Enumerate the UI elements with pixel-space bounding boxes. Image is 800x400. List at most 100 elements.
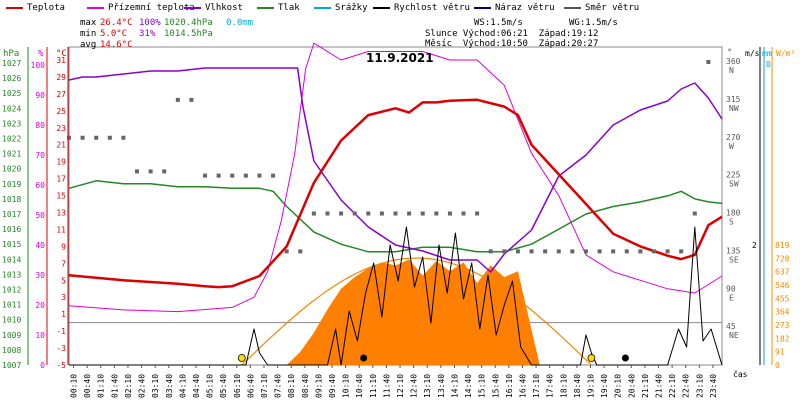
pressure-tick-label: 1008 (2, 346, 21, 355)
direction-tick-value: 135 (726, 246, 741, 255)
pressure-tick-label: 1015 (2, 240, 21, 249)
pressure-tick-label: 1026 (2, 74, 21, 83)
time-tick-label: 06:10 (233, 374, 242, 398)
wind-direction-mark (162, 169, 167, 174)
direction-tick-label: N (729, 66, 734, 75)
time-tick-label: 23:40 (709, 374, 718, 398)
stats-rain: 0.0mm (226, 18, 254, 28)
direction-tick-value: 270 (726, 133, 741, 142)
time-tick-label: 17:40 (546, 374, 555, 398)
legend-smer-vetru: Směr větru (564, 3, 639, 13)
wind-direction-mark (706, 60, 711, 64)
humidity-tick-label: 100 (31, 61, 46, 70)
direction-axis-label: ° (727, 48, 732, 58)
rain-axis-label: mm (762, 49, 772, 58)
wind-direction-mark (257, 173, 262, 178)
solar-tick-label: 182 (775, 334, 790, 343)
time-tick-label: 02:40 (138, 374, 147, 398)
legend-teplota: Teplota (6, 3, 65, 13)
pressure-tick-label: 1020 (2, 165, 21, 174)
x-axis-label: čas (733, 369, 748, 379)
temperature-tick-label: 21 (56, 141, 66, 150)
time-tick-label: 08:10 (287, 374, 296, 398)
humidity-tick-label: 70 (35, 151, 45, 160)
wind-direction-mark (502, 249, 507, 254)
temperature-tick-label: 29 (56, 73, 66, 82)
wind-direction-mark (583, 249, 588, 254)
stats-temp: 26.4°C 5.0°C 14.6°C (100, 18, 133, 50)
wind-direction-mark (556, 249, 561, 254)
legend-prizemni-teplota: Přízemní teplota (87, 3, 195, 13)
moonrise-marker (360, 354, 368, 362)
temperature-tick-label: 1 (61, 310, 66, 319)
wind-direction-mark (597, 249, 602, 254)
legend-tlak: Tlak (257, 3, 300, 13)
humidity-tick-label: 20 (35, 301, 45, 310)
solar-tick-label: 637 (775, 268, 790, 277)
solar-tick-label: 273 (775, 321, 790, 330)
temperature-axis-label: °C (56, 49, 67, 59)
temperature-tick-label: 31 (56, 56, 66, 65)
time-tick-label: 13:40 (437, 374, 446, 398)
pressure-tick-label: 1019 (2, 180, 21, 189)
wind-direction-mark (515, 249, 520, 254)
wind-direction-mark (679, 249, 684, 254)
temperature-tick-label: 25 (56, 107, 66, 116)
wind-direction-mark (148, 169, 153, 174)
wind-direction-mark (339, 211, 344, 216)
direction-tick-label: SW (729, 180, 739, 189)
pressure-tick-label: 1009 (2, 331, 21, 340)
humidity-tick-label: 10 (35, 331, 45, 340)
solar-axis-label: W/m² (776, 49, 795, 58)
humidity-tick-label: 30 (35, 271, 45, 280)
time-tick-label: 15:40 (491, 374, 500, 398)
wind-direction-mark (611, 249, 616, 254)
wind-direction-mark (366, 211, 371, 216)
time-tick-label: 23:10 (695, 374, 704, 398)
time-tick-label: 04:10 (178, 374, 187, 398)
solar-tick-label: 728 (775, 254, 790, 263)
temperature-tick-label: 13 (56, 209, 66, 218)
wind-direction-mark (135, 169, 140, 174)
solar-tick-label: 819 (775, 241, 790, 250)
wind-direction-mark (67, 135, 71, 140)
temperature-tick-label: 3 (61, 293, 66, 302)
direction-tick-value: 225 (726, 171, 741, 180)
wind-direction-mark (80, 135, 85, 140)
sunrise-marker (237, 354, 246, 362)
wind-direction-mark (461, 211, 466, 216)
time-tick-label: 08:40 (301, 374, 310, 398)
stats-pressure: 1020.4hPa 1014.5hPa (164, 18, 213, 39)
wind-direction-mark (216, 173, 221, 178)
time-tick-label: 07:40 (274, 374, 283, 398)
humidity-tick-label: 0 (40, 361, 45, 370)
moonset-marker (621, 354, 629, 362)
wind-direction-mark (243, 173, 248, 178)
time-tick-label: 22:10 (668, 374, 677, 398)
direction-tick-value: 360 (726, 57, 741, 66)
time-tick-label: 01:40 (110, 374, 119, 398)
stats-sun: Slunce Východ:06:21 Západ:19:12 (425, 29, 599, 39)
wind-direction-mark (175, 97, 180, 102)
time-tick-label: 21:10 (641, 374, 650, 398)
wind-direction-mark (638, 249, 643, 254)
humidity-tick-label: 80 (35, 121, 45, 130)
temperature-tick-label: 7 (61, 259, 66, 268)
pressure-tick-label: 1025 (2, 89, 21, 98)
temperature-tick-label: 23 (56, 124, 66, 133)
time-tick-label: 12:10 (396, 374, 405, 398)
humidity-tick-label: 60 (35, 181, 45, 190)
stats-moon: Měsíc Východ:10:50 Západ:20:27 (425, 39, 599, 49)
time-tick-label: 03:10 (151, 374, 160, 398)
direction-tick-label: W (729, 142, 734, 151)
legend-naraz-vetru: Náraz větru (474, 3, 555, 13)
direction-tick-label: NW (729, 104, 739, 113)
wind-direction-mark (325, 211, 330, 216)
wind-direction-mark (284, 249, 289, 254)
pressure-tick-label: 1010 (2, 316, 21, 325)
direction-tick-label: NE (729, 331, 739, 340)
time-tick-label: 11:10 (369, 374, 378, 398)
temperature-tick-label: 9 (61, 242, 66, 251)
ground-temperature-line (68, 42, 723, 313)
pressure-tick-label: 1014 (2, 255, 21, 264)
